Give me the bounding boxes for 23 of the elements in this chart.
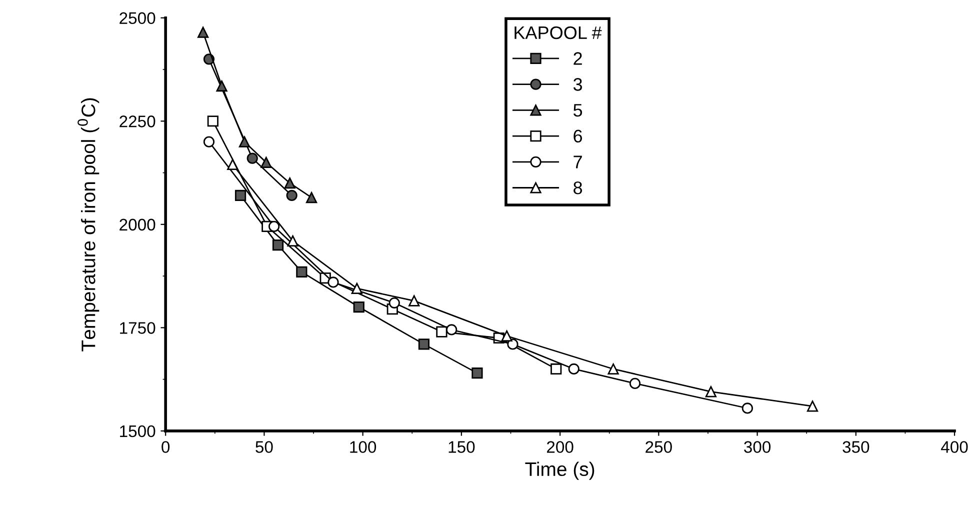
x-tick-label: 250 [646, 441, 672, 453]
y-tick-label: 2250 [120, 116, 156, 128]
x-tick-label: 150 [448, 441, 475, 453]
x-axis-title: Time (s) [525, 462, 594, 480]
legend-label: 6 [574, 130, 582, 143]
legend-label: 7 [574, 156, 582, 168]
y-tick-label: 1500 [120, 425, 156, 438]
x-tick-label: 50 [256, 441, 273, 453]
legend-label: 8 [574, 181, 582, 194]
legend-label: 2 [574, 52, 582, 65]
x-tick-label: 200 [546, 441, 574, 453]
legend-label: 3 [573, 78, 582, 91]
x-tick-label: 400 [941, 441, 968, 453]
x-tick-label: 350 [842, 441, 870, 453]
y-tick-label: 2500 [120, 12, 156, 24]
legend-label: 5 [573, 104, 582, 117]
y-tick-label: 2000 [120, 218, 156, 231]
x-tick-label: 100 [350, 441, 376, 453]
x-tick-label: 0 [162, 441, 170, 453]
legend-title: KAPOOL # [514, 26, 602, 40]
y-axis-title: Temperature of iron pool ($^{0}$C) [78, 98, 100, 352]
y-tick-label: 1750 [120, 322, 156, 334]
x-tick-label: 300 [744, 441, 771, 453]
